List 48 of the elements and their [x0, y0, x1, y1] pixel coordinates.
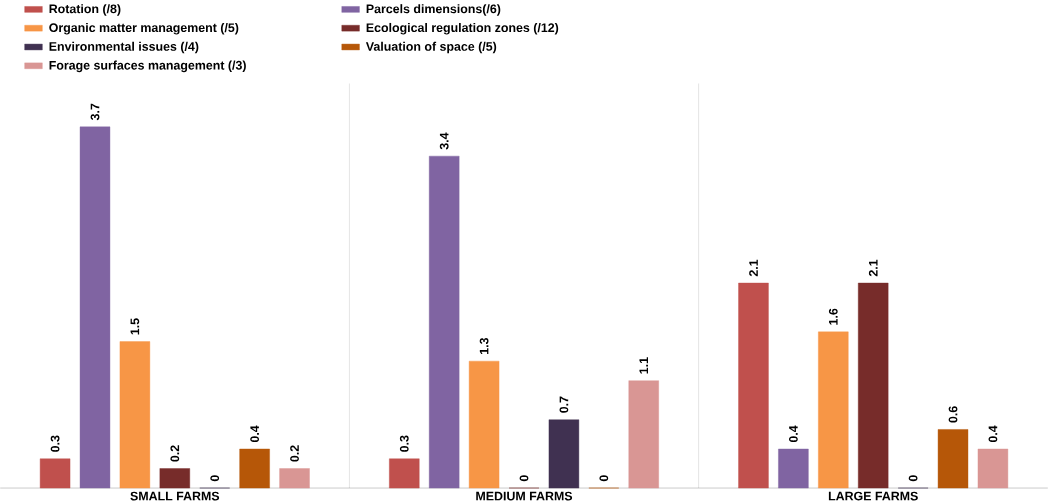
bar	[389, 458, 420, 489]
data-label: 0.4	[250, 425, 260, 443]
data-label: 3.4	[439, 132, 449, 150]
legend-label: Ecological regulation zones (/12)	[366, 22, 559, 35]
data-label: 1.5	[130, 318, 140, 335]
legend-label: Rotation (/8)	[49, 4, 121, 16]
bar	[468, 360, 500, 489]
data-label: 0.6	[948, 406, 958, 423]
data-label: 0.3	[50, 435, 60, 452]
x-tick-label: LARGE FARMS	[828, 491, 918, 501]
bar	[738, 282, 769, 489]
legend-label: Organic matter management (/5)	[49, 22, 239, 35]
bar	[977, 448, 1009, 489]
data-label: 0.2	[290, 445, 299, 462]
bar	[778, 448, 809, 489]
legend-label: Forage surfaces management (/3)	[49, 60, 246, 73]
bar	[548, 419, 580, 489]
data-label: 1.3	[479, 337, 489, 354]
data-label: 1.6	[828, 308, 838, 325]
bar	[159, 468, 190, 489]
data-label: 0.7	[559, 396, 569, 413]
bar	[937, 429, 969, 489]
data-label: 2.1	[868, 259, 878, 277]
data-label: 0	[599, 475, 609, 482]
bar	[818, 331, 849, 489]
bar	[279, 468, 310, 489]
x-tick-label: MEDIUM FARMS	[476, 491, 573, 501]
bar	[39, 458, 71, 489]
bar	[79, 126, 111, 489]
data-label: 0	[908, 475, 918, 482]
data-label: 3.7	[90, 103, 100, 121]
data-label: 0.4	[789, 425, 798, 443]
bar	[429, 155, 460, 489]
bar	[119, 341, 151, 489]
data-label: 1.1	[639, 357, 648, 374]
data-label: 0.3	[399, 435, 409, 452]
data-label: 0.2	[170, 445, 180, 462]
x-tick-label: SMALL FARMS	[130, 491, 220, 501]
data-label: 2.1	[749, 259, 758, 277]
bar	[858, 282, 889, 489]
data-label: 0.4	[988, 425, 998, 443]
legend-label: Parcels dimensions(/6)	[366, 4, 501, 16]
legend-label: Environmental issues (/4)	[49, 41, 199, 54]
data-label: 0	[519, 475, 529, 482]
bar	[239, 448, 270, 489]
bar	[628, 380, 659, 489]
legend-label: Valuation of space (/5)	[365, 41, 497, 54]
data-label: 0	[210, 475, 220, 482]
